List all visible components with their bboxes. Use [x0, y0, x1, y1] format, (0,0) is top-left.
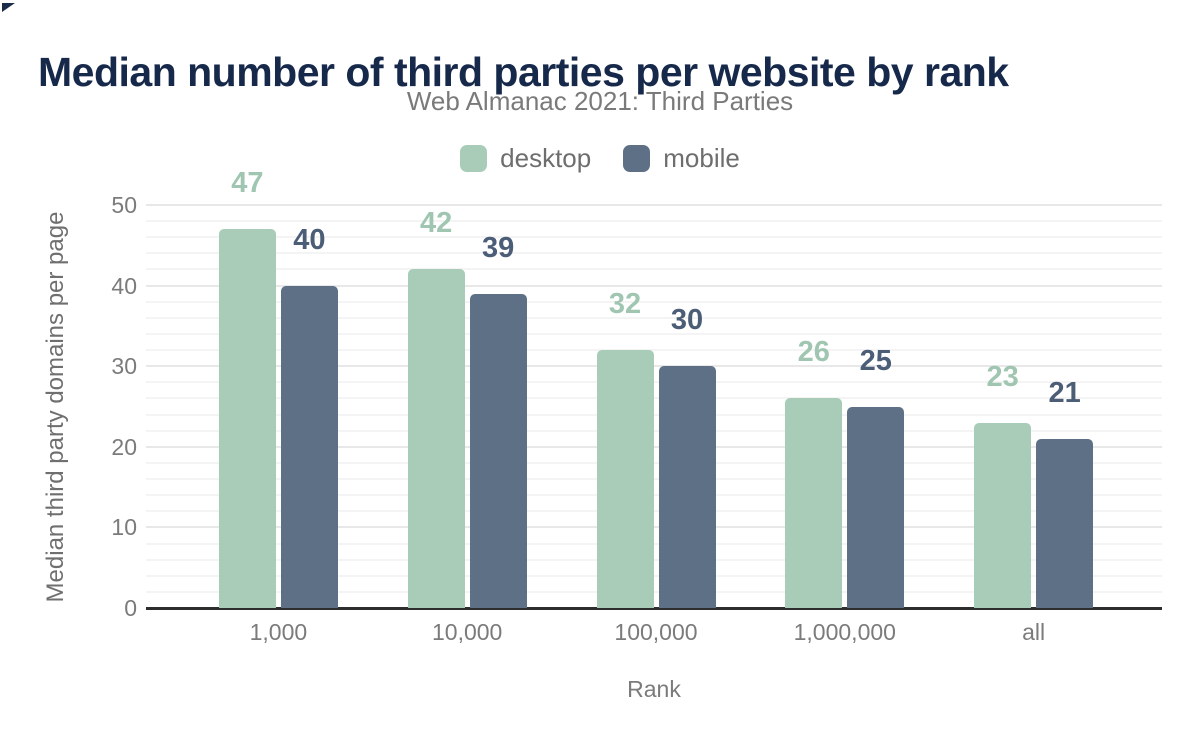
minor-gridline [146, 236, 1162, 239]
bar-desktop-10000[interactable] [407, 269, 465, 608]
bar-value-label-desktop-100000: 32 [608, 288, 642, 321]
major-gridline [146, 445, 1162, 448]
legend-swatch-mobile [623, 145, 651, 172]
minor-gridline [146, 413, 1162, 416]
bar-desktop-1000000[interactable] [785, 398, 843, 608]
y-tick-label: 50 [111, 192, 137, 218]
minor-gridline [146, 316, 1162, 319]
bar-value-label-mobile-10000: 39 [482, 231, 515, 264]
minor-gridline [146, 252, 1162, 255]
bar-value-label-desktop-all: 23 [986, 360, 1019, 393]
minor-gridline [146, 510, 1162, 513]
legend-swatch-desktop [460, 145, 488, 172]
minor-gridline [146, 397, 1162, 400]
bar-mobile-all[interactable] [1036, 438, 1094, 608]
minor-gridline [146, 574, 1162, 577]
bar-mobile-1000000[interactable] [847, 406, 905, 608]
y-axis-title: Median third party domains per page [42, 211, 69, 603]
minor-gridline [146, 300, 1162, 303]
y-tick-label: 30 [111, 353, 137, 380]
bar-value-label-mobile-1000000: 25 [859, 344, 892, 377]
corner-mark [2, 3, 15, 12]
x-category-label: 100,000 [614, 619, 698, 645]
major-gridline [146, 284, 1162, 287]
y-tick-label: 0 [124, 595, 137, 621]
chart-title: Median number of third parties per websi… [38, 49, 1009, 96]
legend-item-desktop[interactable]: desktop [460, 143, 591, 174]
bar-value-label-mobile-all: 21 [1048, 376, 1081, 409]
x-category-label: 10,000 [432, 619, 503, 645]
minor-gridline [146, 268, 1162, 271]
minor-gridline [146, 429, 1162, 432]
bar-mobile-10000[interactable] [469, 293, 527, 608]
legend-label-mobile: mobile [663, 143, 740, 173]
bar-desktop-1000[interactable] [218, 229, 276, 608]
minor-gridline [146, 381, 1162, 384]
minor-gridline [146, 558, 1162, 561]
bar-value-label-desktop-1000000: 26 [797, 336, 830, 369]
x-category-label: 1,000 [249, 619, 308, 645]
x-category-label: 1,000,000 [793, 619, 896, 645]
minor-gridline [146, 332, 1162, 335]
bar-value-label-mobile-1000: 40 [293, 223, 326, 256]
bar-value-label-mobile-100000: 30 [670, 304, 704, 337]
bar-mobile-1000[interactable] [280, 285, 338, 608]
minor-gridline [146, 461, 1162, 464]
bar-desktop-100000[interactable] [596, 350, 654, 608]
bar-value-label-desktop-10000: 42 [420, 207, 453, 240]
bar-mobile-100000[interactable] [658, 366, 716, 608]
minor-gridline [146, 494, 1162, 497]
minor-gridline [146, 349, 1162, 352]
chart-subtitle: Web Almanac 2021: Third Parties [406, 86, 794, 116]
x-axis-title: Rank [627, 676, 681, 702]
bar-value-label-desktop-1000: 47 [231, 167, 264, 200]
minor-gridline [146, 590, 1162, 593]
x-category-label: all [1022, 619, 1046, 645]
y-tick-label: 40 [111, 272, 137, 299]
minor-gridline [146, 478, 1162, 481]
minor-gridline [146, 542, 1162, 545]
legend: desktop mobile [0, 143, 1200, 174]
y-tick-label: 20 [111, 433, 137, 460]
x-axis-line [146, 607, 1162, 610]
bar-desktop-all[interactable] [974, 422, 1032, 608]
minor-gridline [146, 220, 1162, 223]
legend-label-desktop: desktop [500, 143, 592, 173]
major-gridline [146, 204, 1162, 206]
major-gridline [146, 526, 1162, 529]
y-tick-label: 10 [111, 514, 137, 541]
major-gridline [146, 365, 1162, 368]
legend-item-mobile[interactable]: mobile [623, 143, 740, 174]
